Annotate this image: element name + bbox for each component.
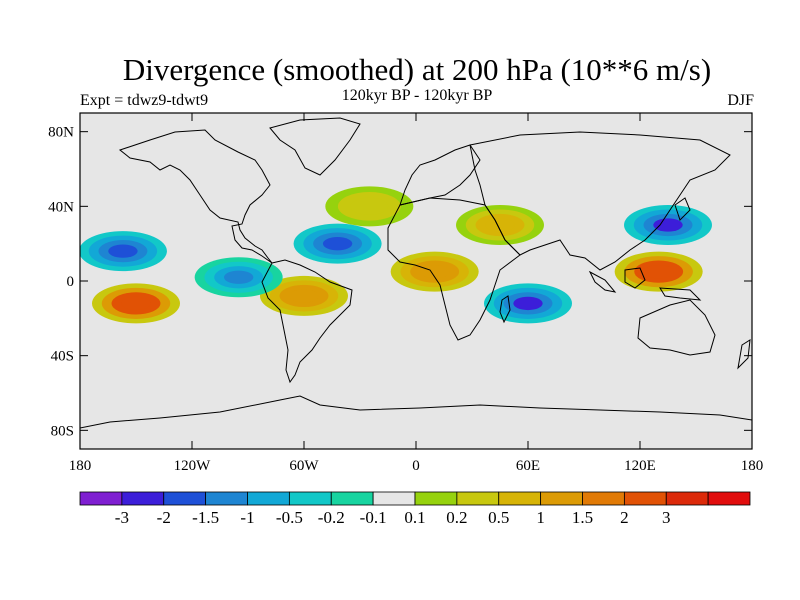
y-tick-label: 80S [51, 423, 74, 439]
field-contour-amazon-divergence [289, 289, 319, 303]
colorbar-label: -0.2 [318, 508, 345, 527]
colorbar-swatch [582, 491, 625, 506]
axis-ticks: 80N 40N 0 40S 80S 180 120W 60W 0 60E 120E 180 [48, 113, 763, 474]
coast-new-zealand [737, 339, 751, 370]
field-contour-arabia-divergence [485, 218, 515, 232]
colorbar-swatch [205, 491, 248, 506]
y-tick-label: 0 [67, 274, 75, 290]
colorbar-label: -0.5 [276, 508, 303, 527]
experiment-label: Expt = tdwz9-tdwt9 [80, 92, 209, 109]
field-contour-central-pacific-convergence [108, 244, 138, 258]
colorbar-swatch [623, 491, 667, 506]
colorbar-label: 0.5 [488, 508, 509, 527]
season-label: DJF [727, 92, 754, 109]
colorbar-label: 0.1 [404, 508, 425, 527]
colorbar-label: -0.1 [360, 508, 387, 527]
coast-greenland [269, 117, 361, 176]
subtitle: 120kyr BP - 120kyr BP [341, 87, 493, 104]
chart-title: Divergence (smoothed) at 200 hPa (10**6 … [122, 52, 712, 87]
colorbar-swatch [121, 491, 165, 506]
coast-antarctica [80, 395, 752, 429]
colorbar-label: 3 [662, 508, 671, 527]
y-tick-label: 40N [48, 199, 74, 215]
colorbar-swatch [498, 491, 542, 506]
x-tick-label: 0 [412, 458, 420, 474]
colorbar-swatch [247, 491, 290, 506]
field-contour-tropical-atlantic-convergence [322, 237, 353, 251]
field-contour-east-pacific-convergence [224, 270, 254, 284]
colorbar-label: 1.5 [572, 508, 593, 527]
colorbar-swatch [163, 491, 207, 506]
x-tick-label: 180 [741, 458, 764, 474]
coast-japan [674, 197, 691, 221]
coast-australia [637, 299, 716, 356]
colorbar-swatch [707, 491, 751, 506]
field-contour-indian-ocean-convergence [513, 296, 543, 311]
x-tick-label: 60E [516, 458, 540, 474]
coast-asia [469, 131, 731, 271]
colorbar-label: -2 [157, 508, 171, 527]
field-contour-nw-pacific-convergence [653, 218, 683, 232]
field-contour-west-africa-divergence [420, 265, 450, 279]
colorbar-swatch [456, 491, 500, 506]
colorbar-swatch [414, 491, 458, 506]
coast-sumatra [588, 270, 617, 293]
colorbar-swatch [79, 491, 123, 506]
coast-north-america [118, 129, 273, 264]
divergence-field [80, 186, 712, 324]
coast-madagascar [499, 295, 511, 324]
y-tick-label: 80N [48, 125, 74, 141]
colorbar-swatch [330, 491, 374, 506]
colorbar-swatch [540, 491, 583, 506]
field-contour-maritime-continent-divergence [644, 265, 674, 279]
x-tick-label: 180 [69, 458, 92, 474]
field-contour-north-atlantic-divergence [350, 197, 389, 215]
colorbar-label: 1 [536, 508, 545, 527]
colorbar-label: -1.5 [192, 508, 219, 527]
colorbar-label: -1 [240, 508, 254, 527]
coast-new-guinea [659, 287, 702, 301]
x-tick-label: 60W [289, 458, 319, 474]
colorbar-swatch [288, 491, 332, 506]
colorbar-swatch [372, 491, 416, 506]
coastlines [80, 117, 752, 429]
colorbar-label: -3 [115, 508, 129, 527]
colorbar-swatch [665, 491, 709, 506]
coast-south-america [261, 259, 353, 384]
colorbar-label: 2 [620, 508, 629, 527]
colorbar-label: 0.2 [446, 508, 467, 527]
y-tick-label: 40S [51, 349, 74, 365]
x-tick-label: 120E [624, 458, 656, 474]
colorbar: -3 -2 -1.5 -1 -0.5 -0.2 -0.1 0.1 0.2 0.5 1 1.5 2 3 [79, 491, 751, 527]
field-contour-se-pacific-divergence [121, 296, 151, 311]
map-panel: 80N 40N 0 40S 80S 180 120W 60W 0 60E 120E 180 [48, 112, 763, 474]
x-tick-label: 120W [174, 458, 212, 474]
coast-borneo [624, 267, 646, 289]
